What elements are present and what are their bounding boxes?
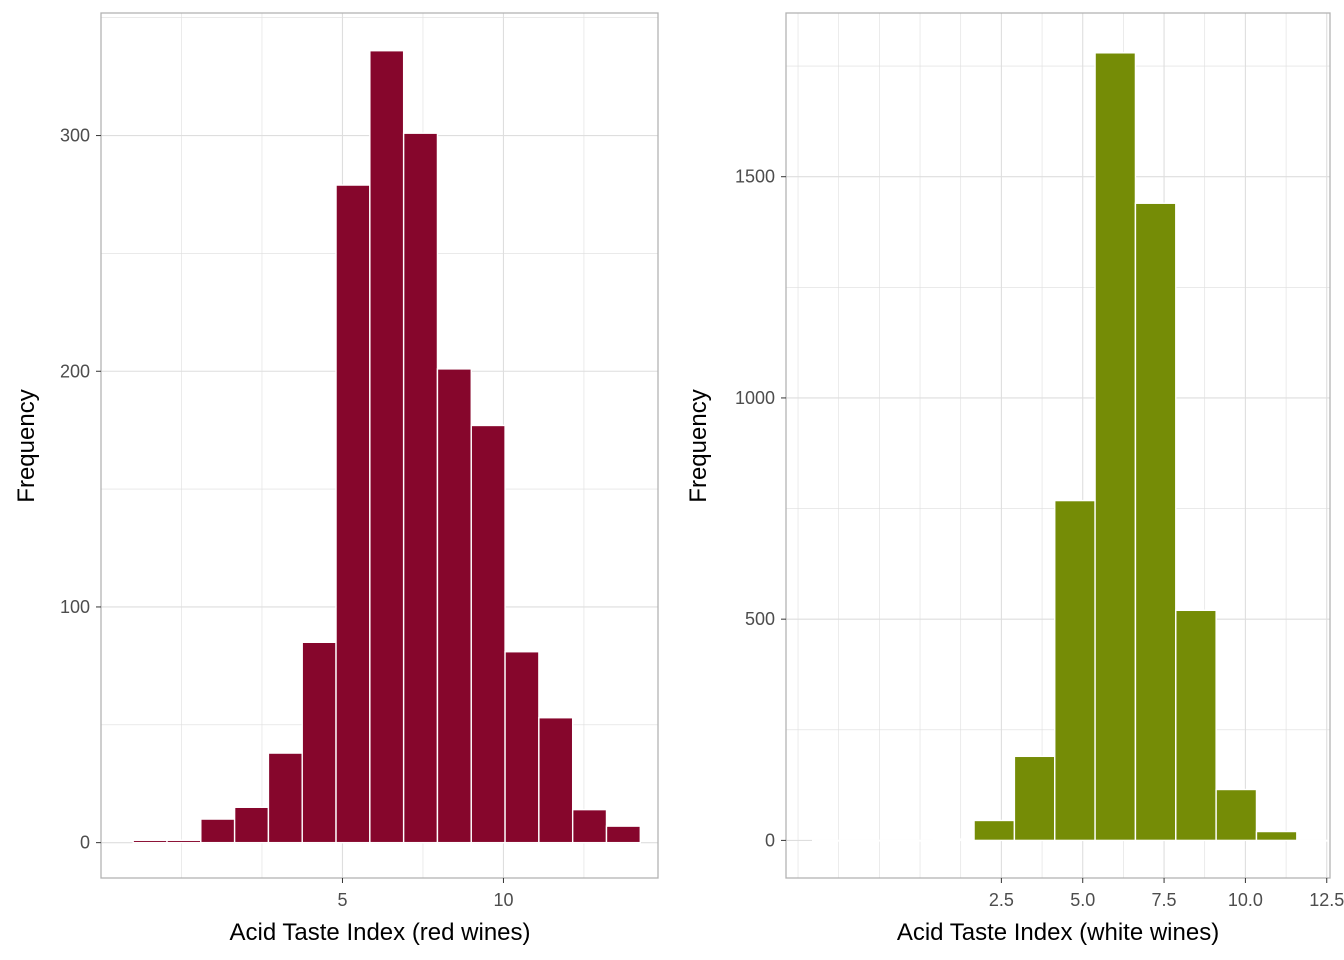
white-y-tick-label: 1500 [735, 167, 775, 187]
red-histogram-bar [605, 825, 641, 844]
white-histogram-bar [892, 839, 935, 842]
red-y-axis-title: Frequency [13, 389, 40, 502]
white-wines-histogram: Acid Taste Index (white wines) Frequency… [685, 12, 1344, 946]
red-histogram-bar [402, 132, 439, 844]
red-histogram-bar [369, 50, 405, 844]
red-histogram-bar [538, 717, 574, 844]
red-x-tick-label: 10 [493, 890, 513, 910]
white-histogram-bar [852, 839, 895, 842]
white-y-axis-title: Frequency [685, 389, 712, 502]
white-histogram-bar [1054, 499, 1096, 842]
red-histogram-bar [132, 839, 168, 844]
red-x-axis-title: Acid Taste Index (red wines) [229, 919, 530, 946]
white-x-tick-label: 2.5 [989, 890, 1014, 910]
red-y-tick-label: 300 [60, 126, 90, 146]
red-wines-histogram: Acid Taste Index (red wines) Frequency 5… [13, 12, 659, 946]
white-histogram-bar [973, 819, 1016, 842]
white-histogram-bar [1255, 830, 1298, 842]
red-histogram-bar [301, 641, 337, 844]
red-histogram-bar [504, 651, 540, 844]
red-histogram-bar [233, 806, 270, 844]
red-panel-border [100, 12, 659, 879]
white-x-tick-label: 7.5 [1152, 890, 1177, 910]
white-histogram-bar [811, 839, 854, 842]
white-histogram-bar [933, 838, 975, 842]
white-x-axis-title: Acid Taste Index (white wines) [897, 919, 1219, 946]
red-histogram-bar [335, 184, 371, 844]
red-histogram-bar [436, 368, 472, 844]
white-histogram-bar [1013, 755, 1056, 842]
white-y-tick-label: 500 [745, 609, 775, 629]
red-histogram-bar [166, 839, 202, 844]
white-x-tick-label: 10.0 [1228, 890, 1263, 910]
white-y-tick-label: 0 [765, 830, 775, 850]
red-histogram-bar [470, 424, 506, 844]
white-histogram-bar [1175, 609, 1217, 842]
white-x-tick-label: 12.5 [1309, 890, 1344, 910]
red-histogram-bar [200, 818, 236, 844]
white-panel-border [785, 12, 1331, 879]
white-histogram-bar [1215, 788, 1258, 842]
red-histogram-bar [571, 808, 608, 844]
white-histogram-bar [1296, 839, 1338, 842]
white-histogram-bar [1134, 202, 1177, 842]
red-x-tick-label: 5 [337, 890, 347, 910]
white-y-tick-label: 1000 [735, 388, 775, 408]
white-histogram-bar [1094, 52, 1137, 842]
red-histogram-bar [267, 752, 303, 844]
white-x-tick-label: 5.0 [1070, 890, 1095, 910]
red-y-tick-label: 200 [60, 361, 90, 381]
red-y-tick-label: 0 [80, 833, 90, 853]
red-y-tick-label: 100 [60, 597, 90, 617]
